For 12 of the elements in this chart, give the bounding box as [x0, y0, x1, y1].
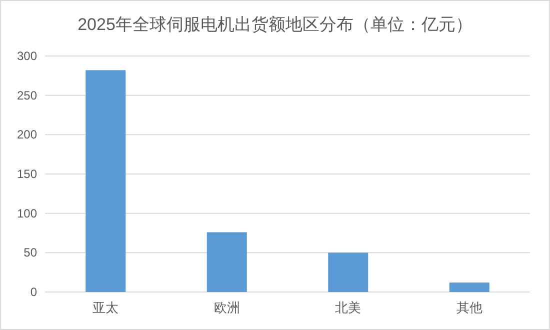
- y-tick-label: 100: [16, 206, 38, 220]
- y-tick-label: 50: [24, 246, 38, 260]
- x-tick-label: 北美: [335, 300, 362, 315]
- y-tick-label: 150: [16, 167, 38, 181]
- y-tick-label: 250: [16, 88, 38, 102]
- y-tick-label: 300: [16, 49, 38, 63]
- x-tick-label: 其他: [456, 300, 482, 315]
- title: 2025年全球伺服电机出货额地区分布（单位：亿元）: [78, 15, 472, 34]
- y-tick-label: 0: [30, 285, 38, 299]
- x-tick-label: 欧洲: [214, 300, 240, 315]
- x-tick-label: 亚太: [92, 300, 119, 315]
- y-tick-label: 200: [16, 128, 38, 142]
